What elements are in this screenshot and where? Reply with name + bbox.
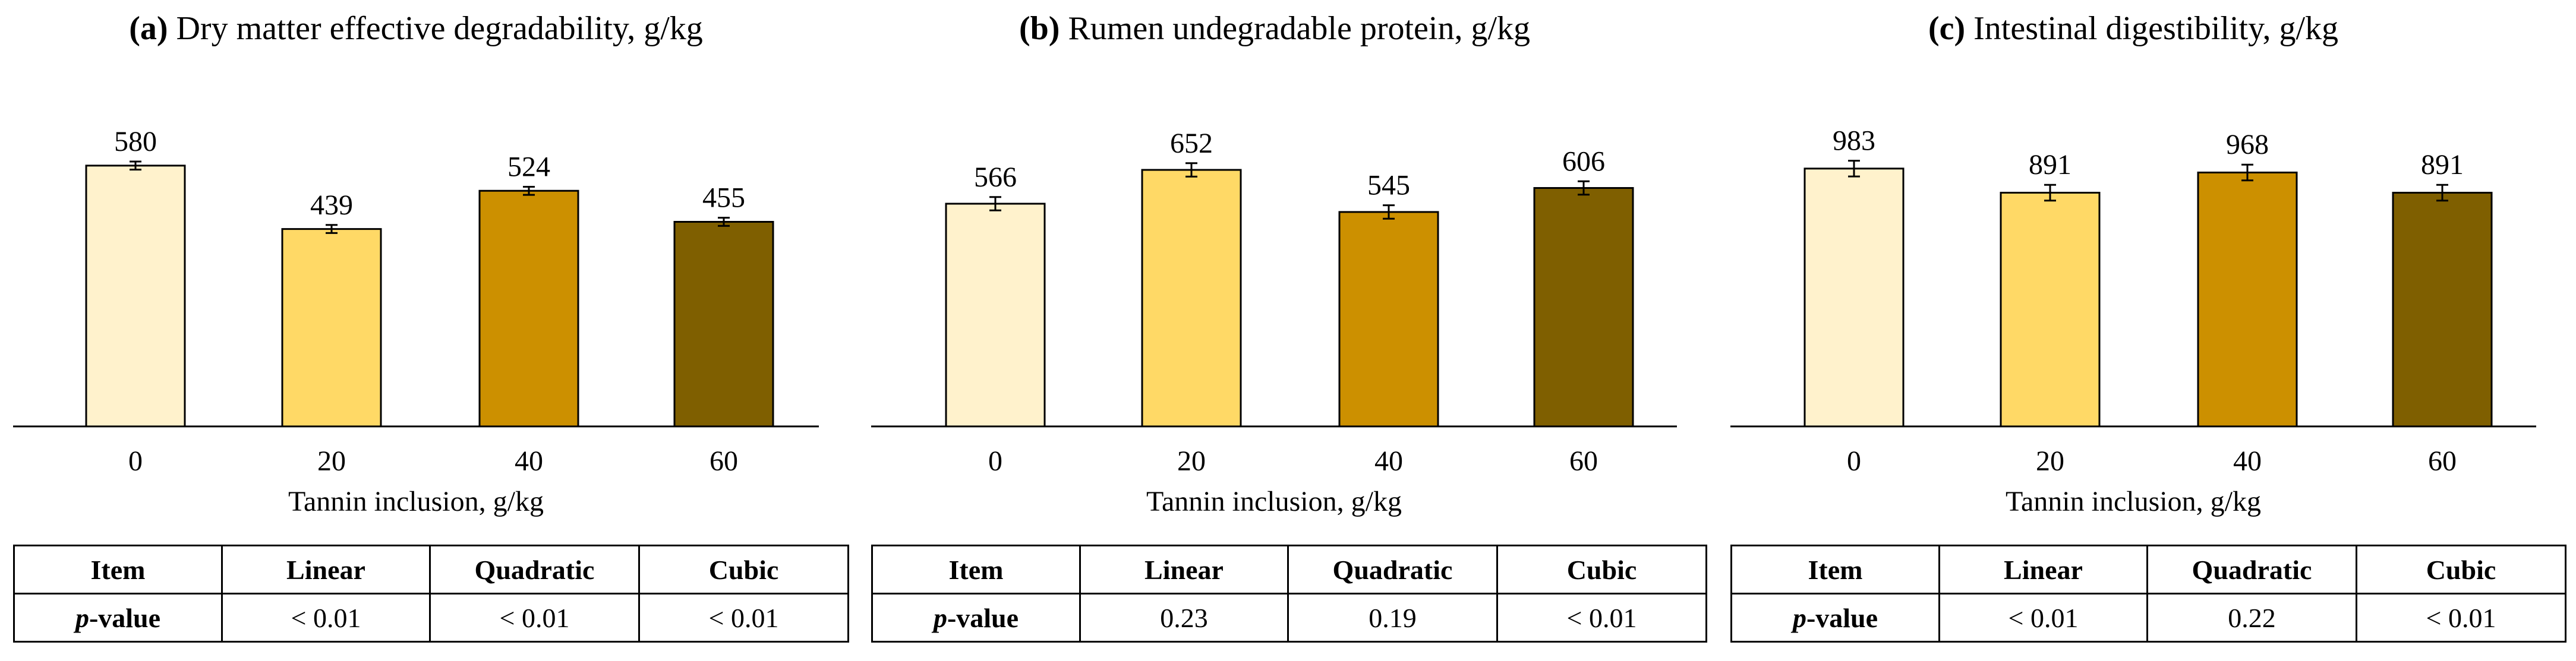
x-tick-label-c-0: 0 [1847,445,1861,477]
pvalue-label-rest: -value [1806,602,1878,633]
header-linear: Linear [221,545,431,594]
header-cubic: Cubic [2356,545,2566,594]
stats-table-a: Item Linear Quadratic Cubic p-value < 0.… [13,545,849,643]
x-axis-label-b: Tannin inclusion, g/kg [1146,486,1402,517]
x-tick-label-c-60: 60 [2428,445,2457,477]
x-tick-label-a-20: 20 [317,445,346,477]
x-tick-label-b-20: 20 [1177,445,1206,477]
value-label-b-20: 652 [1170,128,1213,159]
pvalue-cubic: < 0.01 [1496,593,1707,643]
value-label-a-0: 580 [114,126,157,157]
value-label-b-40: 545 [1367,170,1410,201]
pvalue-label-rest: -value [947,602,1019,633]
panel-title-c: (c) Intestinal digestibility, g/kg [1928,10,2338,47]
header-quadratic: Quadratic [429,545,640,594]
value-label-a-40: 524 [507,151,550,182]
stats-table-pvalue-row: p-value 0.23 0.19 < 0.01 [871,593,1707,643]
header-cubic: Cubic [638,545,849,594]
header-quadratic: Quadratic [1287,545,1498,594]
panel-title-text: Rumen undegradable protein, g/kg [1068,10,1530,47]
panel-title-text: Intestinal digestibility, g/kg [1973,10,2338,47]
pvalue-row-label: p-value [871,593,1081,643]
stats-table-header-row: Item Linear Quadratic Cubic [13,545,849,594]
pvalue-linear: 0.23 [1079,593,1289,643]
pvalue-linear: < 0.01 [1938,593,2148,643]
pvalue-row-label: p-value [1730,593,1940,643]
header-item: Item [13,545,223,594]
bar-a-60 [673,221,774,428]
pvalue-italic-p: p [75,602,89,633]
stats-table-b: Item Linear Quadratic Cubic p-value 0.23… [871,545,1707,643]
pvalue-quadratic: 0.22 [2146,593,2357,643]
value-label-b-60: 606 [1562,146,1605,177]
x-axis-label-a: Tannin inclusion, g/kg [288,486,544,517]
panel-title-b: (b) Rumen undegradable protein, g/kg [1019,10,1530,47]
stats-table-c: Item Linear Quadratic Cubic p-value < 0.… [1730,545,2566,643]
stats-table-pvalue-row: p-value < 0.01 < 0.01 < 0.01 [13,593,849,643]
bar-b-60 [1533,187,1634,428]
bar-c-60 [2392,191,2493,428]
value-label-c-20: 891 [2029,149,2071,181]
panel-title-text: Dry matter effective degradability, g/kg [176,10,702,47]
pvalue-quadratic: 0.19 [1287,593,1498,643]
pvalue-linear: < 0.01 [221,593,431,643]
value-label-b-0: 566 [974,162,1017,193]
bar-b-40 [1338,211,1439,428]
bar-c-0 [1803,167,1905,428]
value-label-c-0: 983 [1833,125,1875,157]
bar-a-40 [478,189,579,428]
pvalue-cubic: < 0.01 [638,593,849,643]
x-tick-label-a-40: 40 [515,445,543,477]
bar-a-0 [85,165,186,428]
panel-title-prefix: (c) [1928,10,1973,47]
pvalue-row-label: p-value [13,593,223,643]
x-axis-label-c: Tannin inclusion, g/kg [2006,486,2261,517]
pvalue-italic-p: p [1792,602,1806,633]
x-tick-label-a-0: 0 [128,445,143,477]
x-tick-label-c-40: 40 [2233,445,2262,477]
bar-c-20 [2000,191,2101,428]
x-tick-label-b-40: 40 [1374,445,1403,477]
stats-table-pvalue-row: p-value < 0.01 0.22 < 0.01 [1730,593,2566,643]
header-quadratic: Quadratic [2146,545,2357,594]
pvalue-cubic: < 0.01 [2356,593,2566,643]
stats-table-header-row: Item Linear Quadratic Cubic [1730,545,2566,594]
x-tick-label-b-60: 60 [1569,445,1598,477]
panel-title-prefix: (b) [1019,10,1068,47]
pvalue-quadratic: < 0.01 [429,593,640,643]
header-item: Item [871,545,1081,594]
x-tick-label-a-60: 60 [710,445,738,477]
x-tick-label-c-20: 20 [2036,445,2064,477]
panel-title-a: (a) Dry matter effective degradability, … [129,10,703,47]
header-item: Item [1730,545,1940,594]
pvalue-italic-p: p [933,602,947,633]
value-label-c-40: 968 [2226,129,2269,160]
bar-b-20 [1141,169,1242,428]
value-label-a-60: 455 [702,182,745,214]
bar-b-0 [945,203,1046,428]
panel-title-prefix: (a) [129,10,176,47]
stats-table-header-row: Item Linear Quadratic Cubic [871,545,1707,594]
header-linear: Linear [1938,545,2148,594]
x-tick-label-b-0: 0 [988,445,1002,477]
value-label-a-20: 439 [310,189,353,221]
bar-c-40 [2197,171,2298,428]
header-linear: Linear [1079,545,1289,594]
bar-a-20 [281,228,382,428]
value-label-c-60: 891 [2421,149,2464,181]
header-cubic: Cubic [1496,545,1707,594]
pvalue-label-rest: -value [89,602,161,633]
